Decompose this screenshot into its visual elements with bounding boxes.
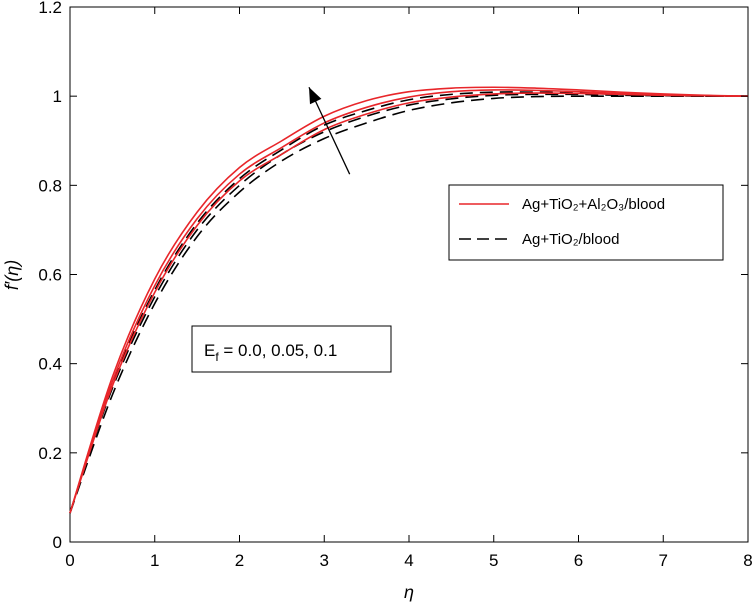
x-tick-label: 0 [65,551,74,570]
x-tick-label: 1 [150,551,159,570]
legend-box [448,184,724,261]
x-axis-title: η [404,582,414,602]
axes-frame [69,6,749,543]
y-tick-label: 0.8 [38,176,62,195]
series-line-trihybrid-ef-0-1 [69,86,749,514]
x-tick-label: 2 [235,551,244,570]
arrow-head [308,87,322,105]
annotation-box [191,325,392,373]
x-tick-label: 3 [320,551,329,570]
series-line-trihybrid-ef-0-0 [69,92,749,514]
series-line-hybrid-ef-0-05 [69,93,749,514]
y-tick-label: 1 [53,87,62,106]
arrow-shaft [308,86,351,175]
x-tick-label: 5 [489,551,498,570]
annotation-E: E [204,341,215,360]
plot-area [69,6,749,543]
y-tick-label: 0.4 [38,355,62,374]
parameter-annotation: Ef = 0.0, 0.05, 0.1 [191,325,392,373]
series-line-hybrid-ef-0-0 [69,95,748,514]
x-tick-label: 8 [743,551,752,570]
y-tick-label: 0.6 [38,266,62,285]
legend: Ag+TiO₂+Al₂O₃/blood Ag+TiO₂/blood [448,184,724,261]
y-tick-label: 0 [53,533,62,552]
x-tick-label: 7 [659,551,668,570]
annotation-text: Ef = 0.0, 0.05, 0.1 [204,341,337,364]
legend-label-hybrid: Ag+TiO₂/blood [522,231,619,248]
axis-ticks: 0 1 2 3 4 5 6 7 8 0 0.2 0.4 0.6 0.8 1 1.2 [38,0,752,570]
y-tick-label: 0.2 [38,444,62,463]
series-line-hybrid-ef-0-1 [69,91,749,514]
x-tick-label: 6 [574,551,583,570]
y-axis-title: f′(η) [2,260,22,290]
series-layer [69,86,749,514]
annotation-subscript: f [215,350,219,364]
legend-label-trihybrid: Ag+TiO₂+Al₂O₃/blood [522,196,665,213]
x-tick-label: 4 [404,551,413,570]
annotation-values: = 0.0, 0.05, 0.1 [219,341,338,360]
series-line-trihybrid-ef-0-05 [69,89,749,514]
y-tick-label: 1.2 [38,0,62,17]
trend-arrow [308,86,351,175]
